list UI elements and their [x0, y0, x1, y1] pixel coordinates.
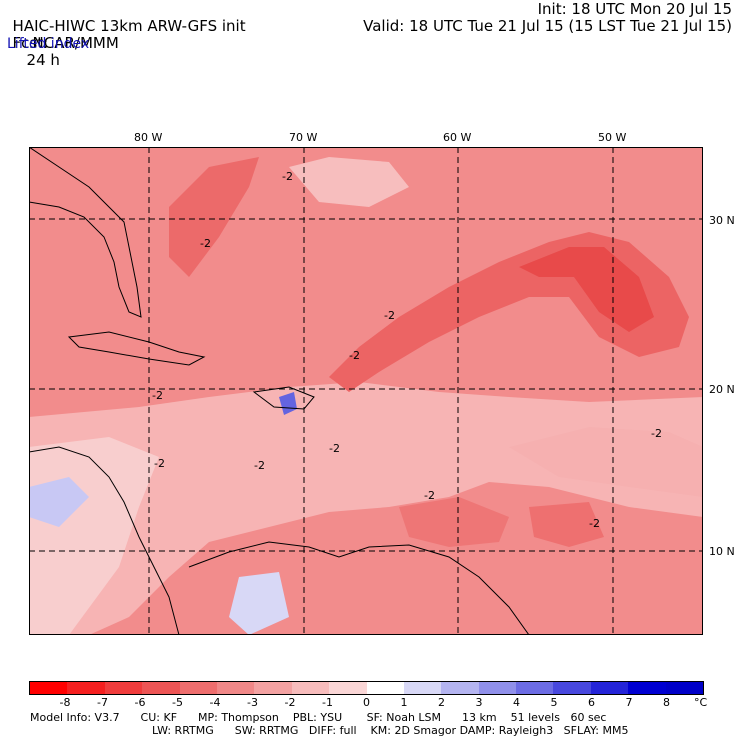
legend-color-cell [441, 682, 479, 694]
strongest-li-core [519, 247, 654, 332]
model-title: HAIC-HIWC 13km ARW-GFS init NCAR/MMM [3, 1, 246, 52]
contour-label: -2 [254, 459, 265, 472]
fcst-value: 24 h [26, 51, 60, 69]
contour-label: -2 [152, 389, 163, 402]
contour-label: -2 [200, 237, 211, 250]
legend-tick-label: 4 [513, 696, 520, 709]
map-canvas: -2 -2 -2 -2 -2 -2 -2 -2 -2 -2 -2 [28, 146, 703, 636]
legend-color-cell [254, 682, 292, 694]
legend-tick-label: 1 [400, 696, 408, 709]
legend-color-cell [403, 682, 442, 694]
legend-tick-label: -2 [284, 696, 296, 709]
lon-label-60w: 60 W [443, 131, 472, 144]
field-name: Lifted index [7, 36, 90, 52]
weak-li-zone-north [289, 157, 409, 207]
legend-color-cell [366, 682, 404, 694]
legend-unit: °C [694, 696, 708, 709]
forecast-hour: Fcst: 24 h [3, 18, 60, 69]
legend-tick-label: 2 [438, 696, 445, 709]
legend-tick-label: 3 [475, 696, 483, 709]
coastline-cuba [67, 331, 206, 366]
valid-time: Valid: 18 UTC Tue 21 Jul 15 (15 LST Tue … [363, 17, 732, 35]
lon-label-50w: 50 W [598, 131, 627, 144]
model-info-line-1: Model Info: V3.7 CU: KF MP: Thompson PBL… [30, 711, 607, 724]
map-panel: -2 -2 -2 -2 -2 -2 -2 -2 -2 -2 -2 [28, 146, 703, 639]
coastline-hispaniola [252, 386, 315, 410]
contour-label: -2 [282, 170, 293, 183]
legend-color-cell [104, 682, 143, 694]
coastline-central-america [28, 446, 180, 636]
coastline-us-florida [28, 146, 142, 318]
legend-tick-label: -3 [247, 696, 258, 709]
fcst-label: Fcst: [12, 34, 49, 52]
legend-tick-label: 5 [550, 696, 558, 709]
legend-tick-label: 8 [663, 696, 670, 709]
legend-color-cell [30, 682, 68, 694]
init-time: Init: 18 UTC Mon 20 Jul 15 [537, 0, 732, 18]
legend-color-cell [291, 682, 330, 694]
legend-color-cell [67, 682, 105, 694]
legend-color-cell [553, 682, 591, 694]
legend-tick-label: -4 [209, 696, 221, 709]
lat-label-20n: 20 N [709, 383, 735, 396]
map-border [29, 147, 703, 635]
positive-li-zone-west [29, 477, 89, 527]
lon-label-80w: 80 W [134, 131, 163, 144]
legend-color-cell [142, 682, 180, 694]
legend-tick-label: 0 [363, 696, 370, 709]
org-text: NCAR/MMM [32, 34, 119, 52]
legend-tick-label: 7 [625, 696, 633, 709]
contour-label: -2 [424, 489, 435, 502]
legend-color-cell [628, 682, 666, 694]
strong-li-zone-bahamas [169, 157, 259, 277]
legend-color-cell [590, 682, 629, 694]
contour-label: -2 [154, 457, 165, 470]
lat-lon-grid [29, 147, 703, 635]
contour-label: -2 [384, 309, 395, 322]
legend-tick-label: -6 [134, 696, 146, 709]
positive-li-spot-hispaniola [279, 392, 297, 415]
lat-label-30n: 30 N [709, 214, 735, 227]
legend-tick-label: -8 [59, 696, 71, 709]
coastline-south-america [188, 541, 530, 636]
contour-label: -2 [349, 349, 360, 362]
legend-tick-label: -7 [97, 696, 108, 709]
lat-label-10n: 10 N [709, 545, 735, 558]
legend-color-cell [665, 682, 704, 694]
lon-label-70w: 70 W [289, 131, 318, 144]
positive-li-zone-south-america [229, 572, 289, 635]
legend-tick-label: -5 [172, 696, 183, 709]
legend-color-cell [329, 682, 367, 694]
legend-tick-label: -1 [322, 696, 333, 709]
legend-color-cell [179, 682, 217, 694]
strong-li-zone-caribbean [399, 497, 509, 547]
weak-li-zone-east [509, 427, 703, 497]
contour-label: -2 [651, 427, 662, 440]
model-info-line-2: LW: RRTMG SW: RRTMG DIFF: full KM: 2D Sm… [152, 724, 629, 737]
model-title-text: HAIC-HIWC 13km ARW-GFS init [12, 17, 246, 35]
contour-label: -2 [589, 517, 600, 530]
strong-li-zone-atlantic-south [529, 502, 604, 547]
legend-tick-label: 6 [588, 696, 595, 709]
legend-color-cell [216, 682, 255, 694]
legend-color-cell [478, 682, 517, 694]
legend-color-cell [516, 682, 554, 694]
contour-label: -2 [329, 442, 340, 455]
color-legend [29, 681, 704, 695]
